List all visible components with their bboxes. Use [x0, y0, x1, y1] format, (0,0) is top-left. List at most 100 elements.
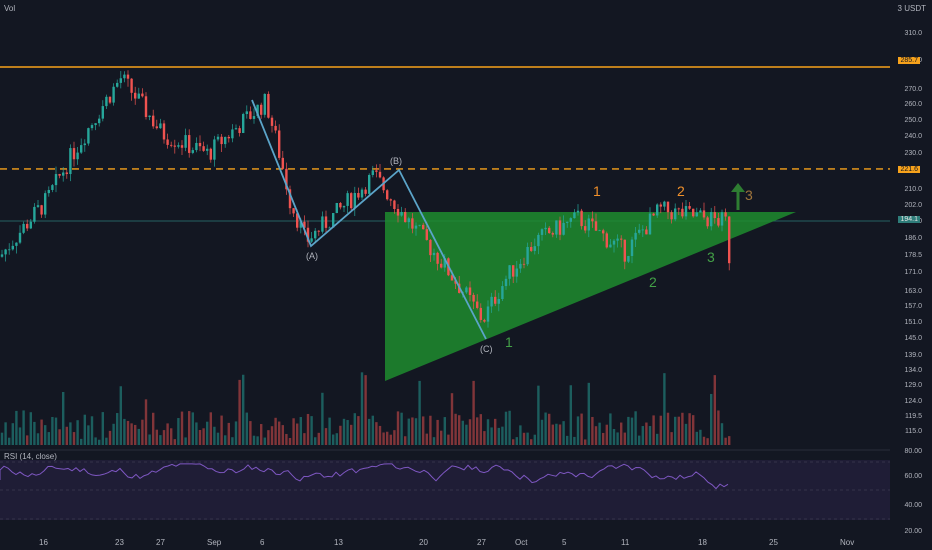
volume-bar	[555, 423, 558, 445]
volume-bar	[44, 425, 47, 445]
volume-bar	[479, 414, 482, 445]
candle-body	[65, 172, 68, 175]
price-tick: 157.0	[904, 303, 922, 311]
volume-bar	[299, 417, 302, 445]
candle-body	[170, 144, 173, 146]
wave-label-C: (C)	[480, 344, 493, 354]
volume-bar	[123, 418, 126, 445]
candle-body	[623, 239, 626, 262]
candle-body	[288, 189, 292, 209]
volume-bar	[454, 413, 457, 445]
candle-body	[368, 174, 371, 194]
candle-body	[378, 171, 382, 178]
volume-bar	[436, 419, 439, 445]
volume-bar	[101, 412, 104, 445]
candle-body	[310, 238, 313, 242]
candle-body	[299, 221, 302, 228]
candle-body	[238, 128, 241, 134]
candle-body	[58, 174, 61, 176]
candle-body	[231, 129, 234, 139]
volume-bar	[364, 375, 367, 445]
volume-bar	[461, 420, 464, 445]
candle-body	[195, 142, 198, 151]
candle-body	[198, 142, 202, 147]
volume-bar	[677, 416, 680, 445]
volume-bar	[137, 428, 140, 445]
candle-body	[281, 157, 284, 169]
candle-body	[605, 233, 608, 248]
volume-bar	[4, 422, 7, 445]
volume-bar	[87, 425, 90, 445]
candle-body	[0, 254, 4, 257]
volume-bar	[324, 428, 328, 445]
candle-body	[209, 148, 212, 160]
volume-bar	[220, 415, 223, 445]
orange-wave-2: 2	[677, 183, 685, 199]
volume-bar	[393, 430, 396, 445]
volume-bar	[242, 374, 245, 445]
candle-body	[436, 252, 439, 264]
candle-body	[432, 252, 436, 256]
price-tick: 178.5	[904, 251, 922, 259]
price-tick: 134.0	[904, 366, 922, 374]
volume-bar	[47, 432, 50, 445]
volume-bar	[296, 423, 299, 445]
volume-bar	[105, 437, 108, 445]
candle-body	[494, 296, 497, 304]
volume-bar	[483, 431, 486, 445]
volume-bar	[33, 421, 36, 445]
volume-bar	[670, 432, 673, 445]
volume-bar	[328, 417, 331, 445]
candle-body	[267, 93, 270, 118]
volume-bar	[144, 399, 148, 445]
volume-bar	[530, 439, 533, 445]
volume-bar	[616, 432, 619, 445]
candle-body	[638, 229, 641, 233]
time-tick: 16	[39, 538, 48, 547]
candle-body	[656, 204, 659, 216]
volume-bar	[540, 419, 544, 445]
candle-body	[634, 232, 637, 240]
candle-body	[674, 208, 677, 220]
volume-bar	[134, 424, 137, 445]
volume-bar	[526, 432, 529, 445]
candle-body	[332, 213, 335, 228]
volume-bar	[684, 423, 688, 445]
rsi-level-40: 40.00	[904, 502, 922, 509]
candle-body	[465, 287, 468, 293]
price-tick: 310.0	[904, 30, 922, 38]
candle-body	[641, 229, 644, 231]
candle-body	[112, 86, 115, 103]
volume-bar	[213, 426, 216, 445]
volume-bar	[382, 432, 385, 445]
volume-bar	[148, 434, 151, 445]
volume-bar	[544, 412, 547, 445]
volume-bar	[584, 439, 587, 445]
volume-bar	[252, 435, 256, 445]
candle-body	[249, 111, 252, 119]
candle-body	[339, 203, 342, 208]
volume-bar	[648, 426, 652, 445]
volume-bar	[641, 426, 644, 445]
volume-bar	[634, 411, 637, 445]
volume-bar	[278, 421, 281, 445]
candle-body	[162, 123, 166, 140]
volume-bar	[414, 418, 418, 445]
volume-bar	[548, 413, 551, 445]
volume-bar	[566, 435, 569, 445]
candle-body	[33, 206, 36, 222]
volume-bar	[504, 411, 508, 445]
volume-bar	[198, 429, 202, 445]
candle-body	[375, 170, 378, 172]
volume-bar	[699, 429, 702, 445]
rsi-level-20: 20.00	[904, 528, 922, 535]
volume-bar	[126, 420, 130, 445]
volume-bar	[490, 427, 493, 445]
volume-bar	[332, 434, 335, 445]
volume-bar	[468, 419, 472, 445]
volume-bar	[195, 422, 198, 445]
candle-body	[659, 204, 662, 207]
candle-body	[184, 135, 187, 148]
volume-bar	[90, 416, 94, 445]
candle-body	[69, 148, 72, 175]
